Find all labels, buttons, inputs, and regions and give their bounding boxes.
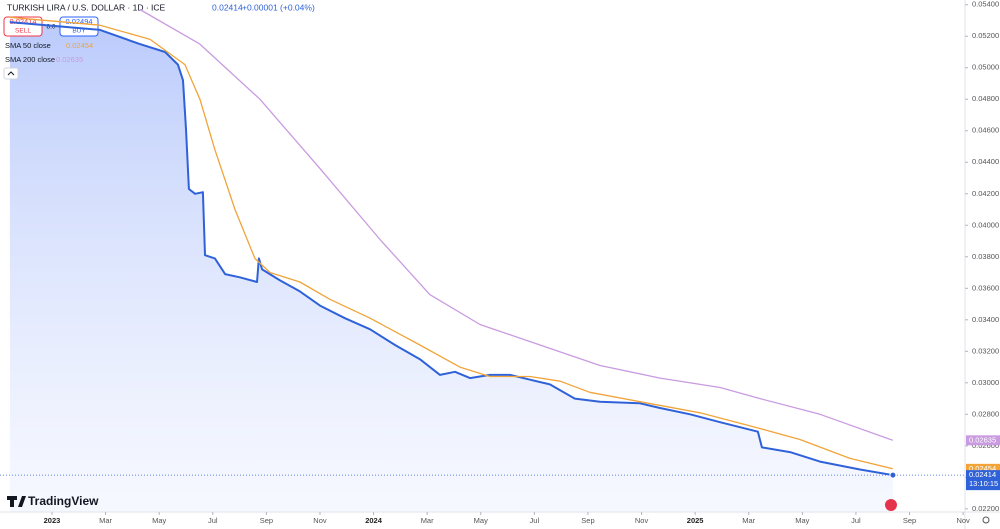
y-tick-label: 0.05200: [972, 31, 999, 40]
series-line: [9, 16, 894, 470]
x-tick-label: Sep: [260, 516, 273, 525]
countdown: 13:10:15: [969, 479, 998, 488]
y-tick-label: 0.02200: [972, 504, 999, 513]
y-tick-label: 0.03800: [972, 252, 999, 261]
y-tick-label: 0.05400: [972, 0, 999, 9]
y-tick-label: 0.04000: [972, 220, 999, 229]
x-tick-label: Jul: [851, 516, 861, 525]
symbol-title: TURKISH LIRA / U.S. DOLLAR · 1D · ICE: [7, 2, 166, 12]
x-tick-label: Mar: [99, 516, 112, 525]
price-tag: [966, 435, 1000, 446]
spread: 8.0: [46, 24, 55, 31]
legend-value: 0.02454: [66, 41, 93, 50]
x-tick-label: 2023: [44, 516, 61, 525]
x-tick-label: May: [152, 516, 166, 525]
x-tick-label: 2025: [687, 516, 704, 525]
legend-label: SMA 50 close: [5, 41, 51, 50]
flag-icon: [885, 499, 897, 511]
x-tick-label: Mar: [421, 516, 434, 525]
legend-value: 0.02635: [56, 55, 83, 64]
price-change: +0.00001 (+0.04%): [242, 2, 315, 12]
price-tag-label: 0.02414: [969, 470, 996, 479]
x-tick-label: 2024: [365, 516, 383, 525]
area-fill: [9, 22, 893, 512]
price-tag: [966, 470, 1000, 491]
buy-label[interactable]: BUY: [72, 28, 86, 35]
legend-label: SMA 200 close: [5, 55, 55, 64]
last-price: 0.02414: [212, 2, 243, 12]
y-tick-label: 0.04600: [972, 126, 999, 135]
collapse-button[interactable]: [3, 67, 19, 80]
brand-name: TradingView: [28, 494, 99, 508]
sell-label[interactable]: SELL: [15, 28, 31, 35]
buy-price[interactable]: 0.02494: [65, 17, 92, 26]
x-tick-label: May: [474, 516, 488, 525]
y-tick-label: 0.03600: [972, 283, 999, 292]
settings-icon[interactable]: [982, 516, 990, 524]
price-tag: [966, 463, 1000, 474]
x-tick-label: Sep: [581, 516, 594, 525]
y-tick-label: 0.05000: [972, 63, 999, 72]
x-tick-label: Mar: [742, 516, 755, 525]
x-tick-label: Sep: [903, 516, 916, 525]
y-tick-label: 0.02800: [972, 409, 999, 418]
x-tick-label: Nov: [956, 516, 970, 525]
price-tag-label: 0.02635: [969, 435, 996, 444]
sell-price[interactable]: 0.02414: [9, 17, 36, 26]
brand-logo: TradingView: [7, 494, 99, 508]
x-tick-label: May: [795, 516, 809, 525]
y-tick-label: 0.04200: [972, 189, 999, 198]
y-tick-label: 0.04800: [972, 94, 999, 103]
series-line: [9, 21, 894, 477]
price-tag-label: 0.02454: [969, 464, 996, 473]
series-line: [139, 8, 894, 441]
y-tick-label: 0.03400: [972, 315, 999, 324]
plot-area: [0, 22, 965, 512]
x-tick-label: Nov: [313, 516, 327, 525]
last-point: [889, 471, 897, 479]
y-tick-label: 0.04400: [972, 157, 999, 166]
y-tick-label: 0.03200: [972, 346, 999, 355]
collapse-icon[interactable]: [7, 71, 15, 76]
y-tick-label: 0.03000: [972, 378, 999, 387]
x-tick-label: Nov: [635, 516, 649, 525]
x-tick-label: Jul: [208, 516, 218, 525]
x-tick-label: Jul: [530, 516, 540, 525]
